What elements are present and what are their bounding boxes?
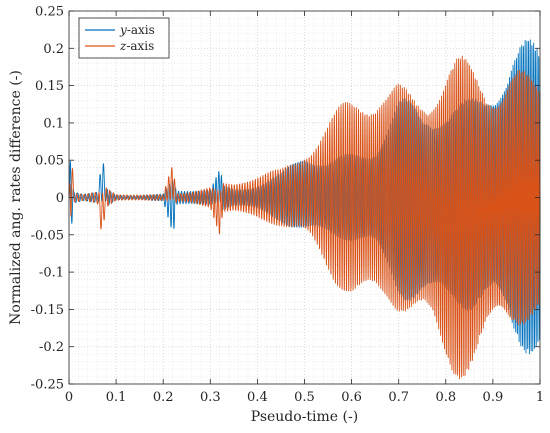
- y-tick-label: 0.2: [43, 42, 64, 57]
- x-tick-label: 0.8: [435, 390, 456, 405]
- x-tick-label: 0: [65, 390, 73, 405]
- x-tick-label: 0.3: [200, 390, 221, 405]
- y-tick-label: -0.05: [31, 228, 64, 243]
- legend-label-z-axis-italic: z: [119, 39, 127, 53]
- x-tick-label: 1: [536, 390, 544, 405]
- y-tick-label: -0.2: [39, 340, 64, 355]
- y-tick-label: 0.1: [43, 116, 64, 131]
- legend-label-y-axis: y-axis: [119, 23, 155, 37]
- x-tick-label: 0.5: [294, 390, 315, 405]
- series-line-z-axis: [68, 55, 541, 380]
- x-tick-label: 0.9: [483, 390, 504, 405]
- x-tick-label: 0.1: [106, 390, 127, 405]
- legend-label-y-axis-italic: y: [119, 23, 127, 37]
- tick-marks: [68, 10, 541, 385]
- x-tick-label: 0.2: [153, 390, 174, 405]
- y-tick-label: -0.25: [31, 378, 64, 393]
- legend: y-axis z-axis: [78, 17, 170, 59]
- y-tick-label: 0.15: [35, 79, 64, 94]
- y-tick-label: 0: [56, 191, 64, 206]
- x-tick-labels: 0 0.1 0.2 0.3 0.4 0.5 0.6 0.7 0.8 0.9 1: [65, 390, 544, 405]
- y-tick-label: 0.25: [35, 5, 64, 20]
- x-axis-label: Pseudo-time (-): [251, 409, 358, 425]
- y-tick-labels: 0.25 0.2 0.15 0.1 0.05 0 -0.05 -0.1 -0.15 -0.2 -0.…: [31, 5, 64, 393]
- y-tick-label: -0.1: [39, 266, 64, 281]
- x-tick-label: 0.7: [388, 390, 409, 405]
- y-tick-label: 0.05: [35, 154, 64, 169]
- x-tick-label: 0.6: [341, 390, 362, 405]
- legend-label-z-axis: z-axis: [119, 39, 154, 53]
- legend-label-y-axis-rest: -axis: [127, 23, 155, 37]
- x-tick-label: 0.4: [247, 390, 268, 405]
- y-tick-label: -0.15: [31, 303, 64, 318]
- series-layer: [68, 39, 541, 380]
- y-axis-label: Normalized ang. rates difference (-): [8, 70, 24, 325]
- legend-box: [78, 17, 170, 59]
- legend-label-z-axis-rest: -axis: [126, 39, 154, 53]
